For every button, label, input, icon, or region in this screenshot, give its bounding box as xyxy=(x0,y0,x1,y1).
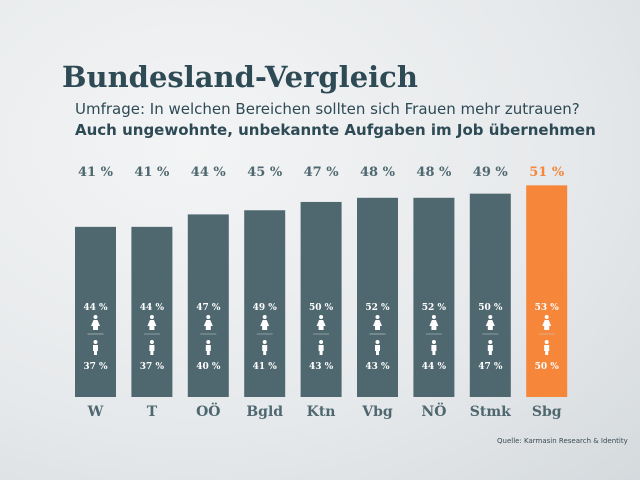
women-label: 44 % xyxy=(140,303,165,313)
female-figure-icon xyxy=(91,315,100,330)
value-label: 47 % xyxy=(304,165,340,180)
male-figure-icon xyxy=(262,340,268,355)
category-label: OÖ xyxy=(196,401,220,420)
bar-Vbg xyxy=(357,197,398,397)
men-label: 47 % xyxy=(478,362,503,372)
bar-W xyxy=(75,226,116,397)
female-figure-icon xyxy=(316,315,326,330)
value-label: 49 % xyxy=(473,165,509,180)
bar-Sbg xyxy=(526,185,568,397)
subtitle-question: Umfrage: In welchen Bereichen sollten si… xyxy=(75,100,580,118)
female-figure-icon xyxy=(260,315,270,330)
female-figure-icon xyxy=(429,315,439,330)
male-figure-icon xyxy=(93,340,98,355)
women-label: 47 % xyxy=(196,303,221,313)
male-figure-icon xyxy=(431,340,437,355)
men-label: 40 % xyxy=(196,362,221,372)
bar-Stmk xyxy=(469,193,511,397)
men-label: 37 % xyxy=(83,362,108,372)
bar-NÖ xyxy=(413,197,455,397)
bar-Bgld xyxy=(244,210,286,397)
category-label: Bgld xyxy=(246,404,283,420)
women-label: 50 % xyxy=(478,303,503,313)
female-figure-icon xyxy=(203,315,213,330)
male-figure-icon xyxy=(149,340,155,355)
female-figure-icon xyxy=(485,315,495,330)
female-figure-icon xyxy=(147,315,157,330)
category-label: Sbg xyxy=(532,404,562,420)
men-label: 43 % xyxy=(365,362,390,372)
women-label: 44 % xyxy=(83,303,108,313)
women-label: 52 % xyxy=(365,303,390,313)
men-label: 50 % xyxy=(535,362,560,372)
women-label: 52 % xyxy=(422,303,447,313)
category-label: Vbg xyxy=(361,404,393,420)
men-label: 41 % xyxy=(253,362,278,372)
bar-Ktn xyxy=(300,201,342,397)
value-label: 41 % xyxy=(134,165,170,180)
page-title: Bundesland-Vergleich xyxy=(62,60,418,94)
women-label: 53 % xyxy=(535,303,560,313)
bar-OÖ xyxy=(187,214,229,397)
women-label: 49 % xyxy=(253,303,278,313)
female-figure-icon xyxy=(542,315,552,330)
value-label: 44 % xyxy=(191,165,227,180)
female-figure-icon xyxy=(373,315,382,330)
category-label: Ktn xyxy=(307,404,336,420)
male-figure-icon xyxy=(318,340,324,355)
source-note: Quelle: Karmasin Research & Identity xyxy=(497,437,628,445)
category-label: Stmk xyxy=(470,404,511,420)
value-label: 45 % xyxy=(247,165,283,180)
value-label: 41 % xyxy=(78,165,114,180)
men-label: 44 % xyxy=(422,362,447,372)
category-label: T xyxy=(147,404,158,420)
men-label: 43 % xyxy=(309,362,334,372)
value-label: 51 % xyxy=(529,165,565,180)
male-figure-icon xyxy=(205,340,211,355)
male-figure-icon xyxy=(487,340,493,355)
bar-T xyxy=(131,226,173,397)
women-label: 50 % xyxy=(309,303,334,313)
male-figure-icon xyxy=(375,340,380,355)
category-label: NÖ xyxy=(421,401,446,420)
subtitle-answer: Auch ungewohnte, unbekannte Aufgaben im … xyxy=(75,121,596,139)
category-label: W xyxy=(87,404,104,420)
value-label: 48 % xyxy=(360,165,396,180)
male-figure-icon xyxy=(544,340,550,355)
value-label: 48 % xyxy=(416,165,452,180)
men-label: 37 % xyxy=(140,362,165,372)
